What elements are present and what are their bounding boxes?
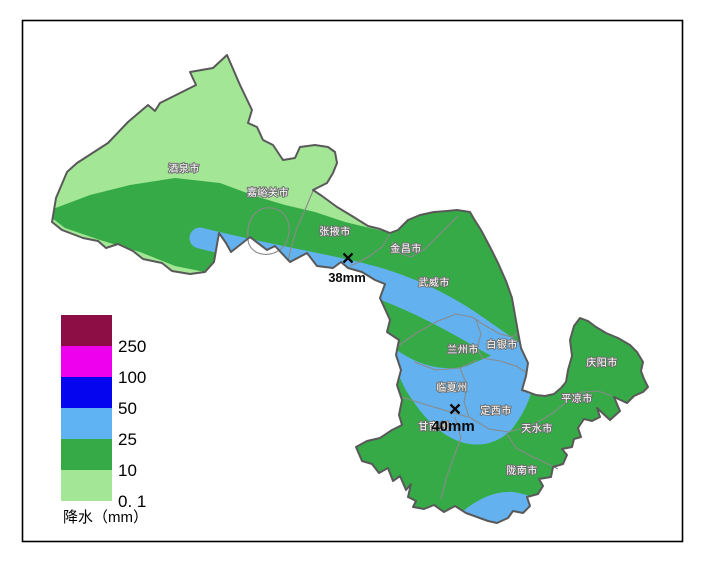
city-labels: 酒泉市 嘉峪关市 张掖市 金昌市 武威市 兰州市 白银市 临夏州 定西市 天水市… [167, 161, 618, 478]
city-label-tianshui: 天水市 [521, 422, 553, 435]
province-outline [51, 54, 649, 524]
station-marker-1 [342, 252, 354, 264]
city-label-lanzhou: 兰州市 [447, 343, 479, 356]
city-label-gannan: 甘南州 [418, 420, 450, 433]
map-frame [21, 19, 684, 543]
x-marker-icon [342, 252, 354, 264]
boundary-linxia-dingxi [459, 367, 470, 418]
station-value-1: 38mm [328, 270, 366, 285]
boundary-jiayuguan [247, 207, 290, 255]
legend: 250 100 50 25 10 0. 1 降水（mm） [61, 315, 148, 526]
city-label-baiyin: 白银市 [486, 338, 518, 351]
boundary-lanzhou-linxia [413, 359, 478, 371]
city-label-jiuquan: 酒泉市 [168, 162, 200, 175]
boundary-linxia-gannan [400, 396, 469, 418]
city-label-jiayuguan: 嘉峪关市 [247, 186, 289, 199]
legend-value-250: 250 [118, 337, 146, 356]
legend-swatch-0-1 [61, 470, 112, 501]
city-label-pingliang: 平凉市 [561, 392, 593, 405]
boundary-wuwei-lanzhou [397, 313, 519, 347]
city-label-dingxi: 定西市 [480, 404, 512, 417]
legend-swatch-250 [61, 315, 112, 346]
legend-value-100: 100 [118, 368, 146, 387]
legend-swatch-25 [61, 408, 112, 439]
boundary-lanzhou-baiyin [475, 319, 483, 359]
boundary-gannan-longnan [440, 416, 462, 500]
prefecture-boundaries [247, 190, 613, 500]
boundary-tianshui-pingliang [541, 397, 570, 421]
legend-swatch-10 [61, 439, 112, 470]
zone-heavy-rain-southeast [394, 348, 535, 445]
legend-swatch-100 [61, 346, 112, 377]
boundary-baiyin-dingxi [481, 357, 528, 374]
station-markers: 38mm 40mm [328, 252, 475, 435]
legend-value-25: 25 [118, 430, 137, 449]
boundary-jinchang-wuwei [391, 215, 459, 258]
city-label-longnan: 陇南市 [506, 464, 538, 477]
legend-swatch-50 [61, 377, 112, 408]
city-label-qingyang: 庆阳市 [586, 356, 618, 369]
legend-title: 降水（mm） [63, 509, 148, 526]
city-label-jinchang: 金昌市 [390, 242, 422, 255]
boundary-zhangye-wuwei [349, 233, 391, 267]
boundary-tianshui-longnan [505, 432, 559, 470]
legend-value-50: 50 [118, 399, 137, 418]
legend-value-10: 10 [118, 461, 137, 480]
boundary-pingliang-qingyang [566, 390, 613, 399]
legend-value-0-1: 0. 1 [118, 492, 146, 511]
city-label-wuwei: 武威市 [418, 276, 450, 289]
x-marker-icon [449, 403, 461, 415]
city-label-zhangye: 张掖市 [319, 225, 351, 238]
station-value-2: 40mm [431, 418, 474, 435]
city-label-linxia: 临夏州 [436, 381, 468, 394]
station-marker-2 [449, 403, 461, 415]
boundary-dingxi-tianshui [468, 416, 543, 433]
boundary-jiuquan-zhangye [287, 190, 314, 262]
